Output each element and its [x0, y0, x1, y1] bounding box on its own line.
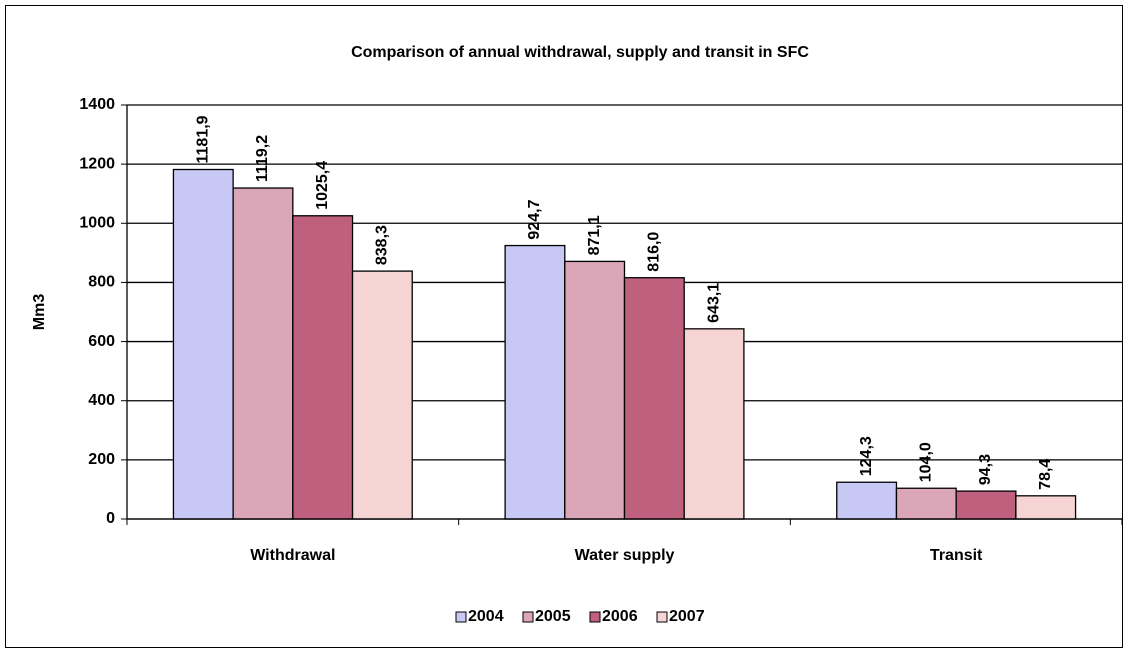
bar: [292, 215, 354, 520]
bar: [836, 481, 898, 520]
y-tick-label: 1200: [79, 155, 115, 172]
value-label: 124,3: [858, 436, 875, 476]
value-label: 643,1: [705, 283, 722, 323]
value-label: 1181,9: [195, 115, 212, 163]
x-tick-label: Water supply: [575, 547, 675, 564]
bar: [232, 187, 294, 520]
y-tick-label: 800: [88, 274, 115, 291]
value-label: 104,0: [918, 442, 935, 482]
x-tick-label: Withdrawal: [250, 547, 335, 564]
y-tick-label: 200: [88, 451, 115, 468]
legend-swatch: [589, 611, 601, 623]
y-tick-label: 600: [88, 333, 115, 350]
y-tick-label: 1000: [79, 215, 115, 232]
legend-label: 2006: [602, 608, 638, 625]
y-tick-label: 0: [106, 510, 115, 527]
value-label: 924,7: [526, 199, 543, 239]
value-label: 1025,4: [314, 161, 331, 210]
bar: [895, 487, 957, 520]
legend-swatch: [522, 611, 534, 623]
legend-label: 2007: [669, 608, 705, 625]
bar: [504, 244, 566, 520]
bar: [564, 260, 626, 520]
value-label: 838,3: [374, 225, 391, 265]
legend-swatch: [656, 611, 668, 623]
value-label: 1119,2: [254, 135, 271, 182]
value-label: 816,0: [646, 232, 663, 272]
bar: [172, 168, 234, 520]
bar: [623, 277, 685, 520]
chart-title: Comparison of annual withdrawal, supply …: [351, 44, 809, 61]
bar: [1015, 495, 1077, 520]
legend-label: 2005: [535, 608, 571, 625]
value-label: 94,3: [977, 454, 994, 485]
legend-label: 2004: [468, 608, 504, 625]
bar: [955, 490, 1017, 520]
y-tick-label: 1400: [79, 96, 115, 113]
legend-swatch: [455, 611, 467, 623]
bar: [683, 328, 745, 520]
bar: [351, 270, 413, 520]
y-tick-label: 400: [88, 392, 115, 409]
value-label: 78,4: [1037, 459, 1054, 490]
y-axis-label: Mm3: [31, 294, 48, 331]
x-tick-label: Transit: [930, 547, 983, 564]
value-label: 871,1: [586, 215, 603, 255]
